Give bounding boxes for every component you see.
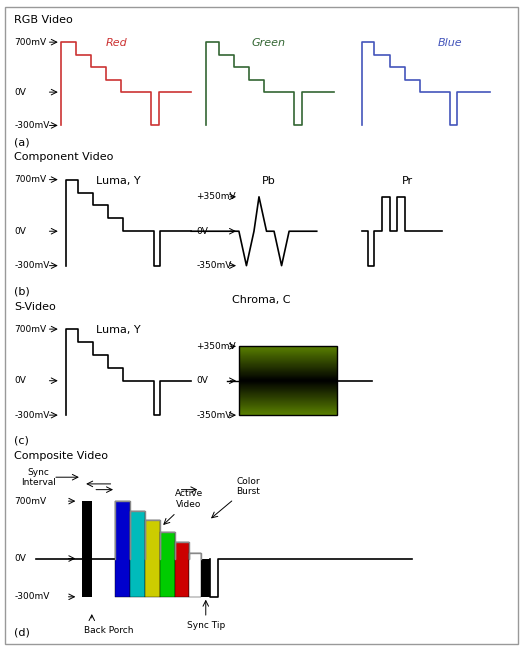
Text: (a): (a): [15, 137, 30, 147]
Text: Blue: Blue: [437, 38, 462, 48]
Text: 700mV: 700mV: [15, 175, 47, 184]
Text: Sync
Interval: Sync Interval: [20, 467, 55, 487]
Text: RGB Video: RGB Video: [15, 16, 73, 25]
Text: Green: Green: [252, 38, 286, 48]
Text: -300mV: -300mV: [15, 261, 50, 270]
Text: (d): (d): [15, 627, 30, 637]
Text: 0V: 0V: [15, 376, 26, 385]
Text: 700mV: 700mV: [15, 324, 47, 333]
Text: Chroma, C: Chroma, C: [232, 295, 291, 306]
Text: Sync Tip: Sync Tip: [187, 621, 225, 630]
Text: Back Porch: Back Porch: [84, 625, 133, 634]
Text: 0V: 0V: [196, 376, 208, 385]
Text: Luma, Y: Luma, Y: [96, 326, 141, 335]
Text: Color
Burst: Color Burst: [236, 477, 260, 497]
Text: -300mV: -300mV: [15, 121, 50, 130]
Text: Red: Red: [106, 38, 128, 48]
Text: 0V: 0V: [15, 88, 26, 97]
Bar: [160, 532, 175, 597]
Bar: [175, 542, 189, 597]
Text: -300mV: -300mV: [15, 592, 50, 601]
Bar: [189, 552, 201, 597]
Text: -350mV: -350mV: [196, 411, 232, 420]
Text: S-Video: S-Video: [15, 302, 56, 311]
Text: 700mV: 700mV: [15, 38, 47, 47]
Text: Pb: Pb: [262, 176, 275, 186]
Text: Component Video: Component Video: [15, 152, 114, 162]
Text: Luma, Y: Luma, Y: [96, 176, 141, 186]
Bar: [115, 501, 130, 597]
Text: 0V: 0V: [196, 227, 208, 236]
Text: Pr: Pr: [402, 176, 413, 186]
Bar: [82, 501, 92, 597]
Text: -300mV: -300mV: [15, 411, 50, 420]
Text: (b): (b): [15, 287, 30, 296]
Text: Composite Video: Composite Video: [15, 451, 108, 462]
Text: +350mV: +350mV: [196, 192, 236, 202]
Text: 700mV: 700mV: [15, 497, 47, 506]
Bar: [130, 511, 145, 597]
Text: Active
Video: Active Video: [175, 489, 203, 509]
Bar: [239, 346, 337, 415]
Text: (c): (c): [15, 436, 29, 446]
Bar: [145, 520, 160, 597]
Text: 0V: 0V: [15, 227, 26, 236]
Text: -350mV: -350mV: [196, 261, 232, 270]
Text: 0V: 0V: [15, 554, 26, 563]
Text: +350mV: +350mV: [196, 342, 236, 351]
Bar: [201, 558, 210, 597]
